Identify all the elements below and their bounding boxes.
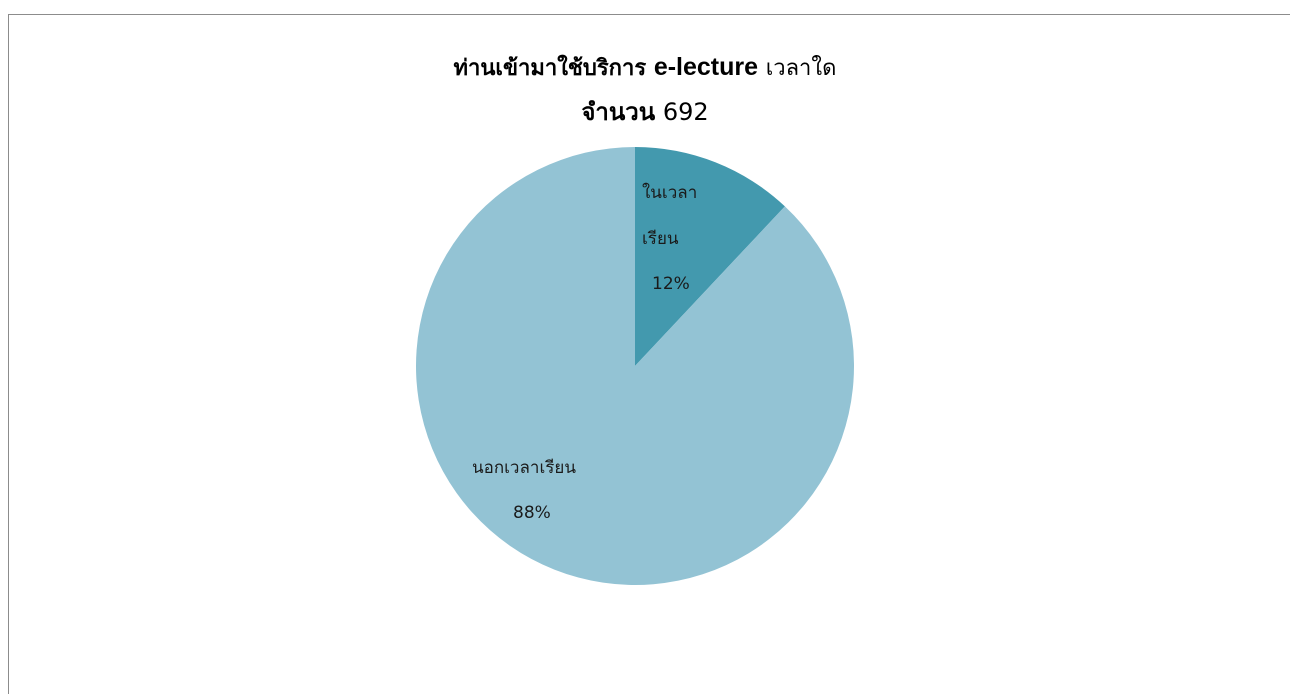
pie-chart: ในเวลา เรียน 12% นอกเวลาเรียน 88% (416, 147, 855, 585)
slice-label-outside-class: นอกเวลาเรียน (472, 458, 576, 478)
slice-percent-in-class: 12% (652, 274, 690, 294)
slice-label-in-class-line1: ในเวลา (642, 182, 697, 203)
pie-slice-outside-class (416, 147, 855, 585)
chart-subtitle: จำนวน 692 (0, 92, 1290, 131)
slice-percent-outside-class: 88% (513, 503, 551, 523)
pie-slice-in-class (635, 147, 785, 366)
chart-title-part2: เวลาใด (765, 56, 837, 81)
chart-title-brand: e-lecture (653, 53, 759, 81)
chart-subtitle-value: 692 (662, 98, 709, 126)
chart-subtitle-label: จำนวน (581, 98, 656, 126)
chart-title: ท่านเข้ามาใช้บริการ e-lecture เวลาใด (0, 50, 1290, 85)
slice-label-in-class-line2: เรียน (642, 229, 679, 249)
chart-title-part1: ท่านเข้ามาใช้บริการ (453, 56, 647, 81)
